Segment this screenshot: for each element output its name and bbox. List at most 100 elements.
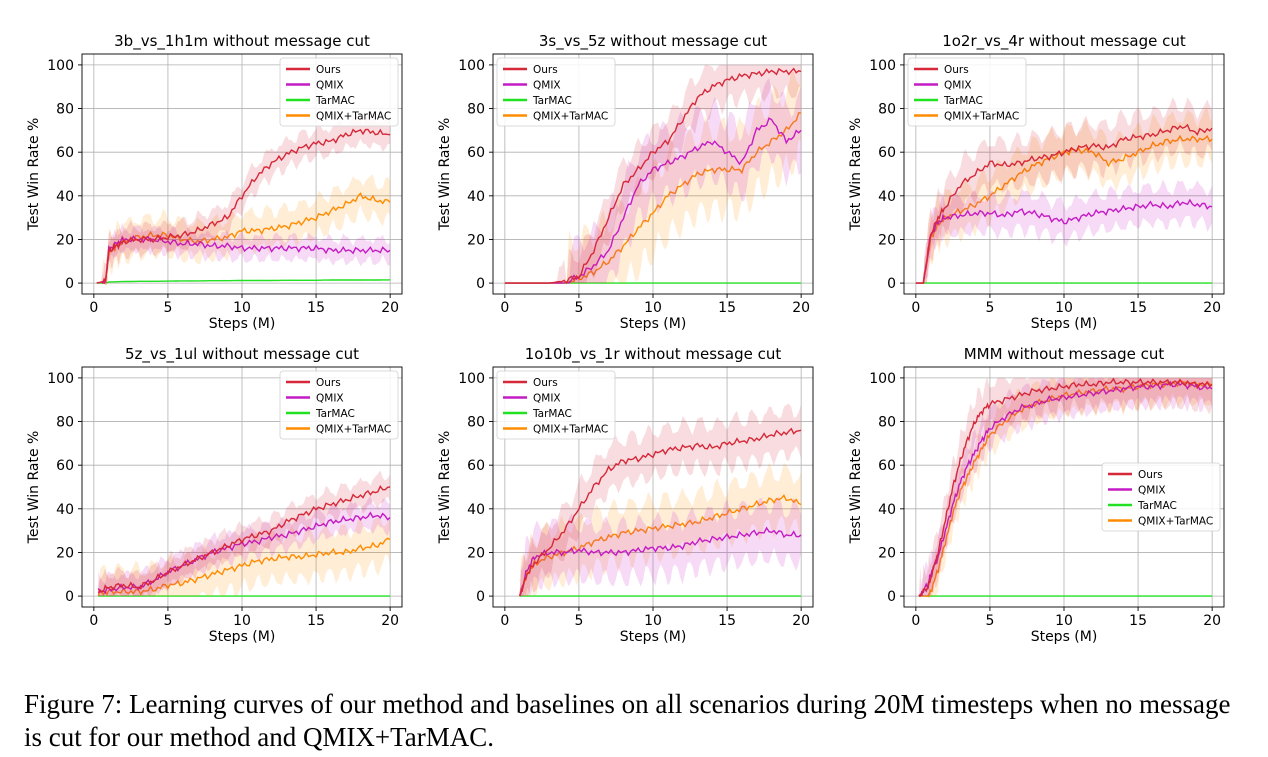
- series-line-qmix-tarmac: [97, 537, 391, 596]
- legend: Ours QMIX TarMAC QMIX+TarMAC: [496, 370, 616, 440]
- x-tick-label: 5: [163, 300, 172, 316]
- y-axis-label: Test Win Rate %: [848, 431, 864, 545]
- y-tick-label: 80: [56, 102, 74, 118]
- legend-box: [1101, 462, 1221, 532]
- x-tick-label: 20: [381, 613, 399, 629]
- series-line-qmix-tarmac: [96, 192, 391, 286]
- x-tick-label: 15: [307, 300, 325, 316]
- legend-box: [496, 370, 616, 440]
- x-tick-label: 5: [163, 613, 172, 629]
- x-tick-label: 0: [911, 300, 920, 316]
- x-tick-label: 10: [233, 613, 251, 629]
- x-tick-label: 15: [1129, 613, 1147, 629]
- x-tick-label: 0: [500, 300, 509, 316]
- legend-label: QMIX+TarMAC: [1138, 516, 1213, 528]
- series-line-qmix: [918, 380, 1213, 597]
- x-tick-label: 5: [574, 300, 583, 316]
- x-tick-label: 10: [1055, 613, 1073, 629]
- legend-label: QMIX+TarMAC: [944, 111, 1019, 123]
- x-tick-label: 5: [985, 300, 994, 316]
- y-axis-label: Test Win Rate %: [26, 431, 42, 545]
- y-tick-label: 80: [56, 415, 74, 431]
- y-axis-label: Test Win Rate %: [437, 118, 453, 232]
- legend-label: Ours: [533, 377, 558, 389]
- x-tick-label: 0: [89, 300, 98, 316]
- legend: Ours QMIX TarMAC QMIX+TarMAC: [907, 57, 1027, 127]
- y-tick-label: 80: [467, 102, 485, 118]
- series-line-ours: [504, 67, 802, 285]
- chart-title: 3s_vs_5z without message cut: [539, 32, 767, 51]
- y-tick-label: 40: [467, 502, 485, 518]
- legend-label: QMIX+TarMAC: [533, 424, 608, 436]
- x-axis-label: Steps (M): [620, 629, 687, 645]
- x-tick-label: 20: [792, 300, 810, 316]
- series-band-ours: [915, 97, 1213, 284]
- legend-label: TarMAC: [532, 408, 572, 420]
- chart-panel-1: 0 5 10 15 20 0 20 40 60 80 100 3b_vs_1h1m without m…: [26, 32, 403, 332]
- legend: Ours QMIX TarMAC QMIX+TarMAC: [1101, 462, 1221, 532]
- y-tick-label: 20: [878, 545, 896, 561]
- series-line-ours: [519, 427, 802, 597]
- legend-label: Ours: [944, 64, 969, 76]
- y-tick-label: 80: [467, 415, 485, 431]
- series-band-ours: [98, 470, 391, 597]
- y-tick-label: 100: [47, 58, 74, 74]
- y-axis-label: Test Win Rate %: [26, 118, 42, 232]
- series-band-ours: [504, 64, 802, 284]
- y-tick-label: 20: [467, 232, 485, 248]
- legend-box: [279, 57, 399, 127]
- x-tick-label: 10: [644, 300, 662, 316]
- x-tick-label: 10: [644, 613, 662, 629]
- x-tick-label: 15: [1129, 300, 1147, 316]
- x-tick-label: 20: [792, 613, 810, 629]
- chart-panel-3: 0 5 10 15 20 0 20 40 60 80 100 1o2r_vs_4r without m…: [848, 32, 1225, 332]
- legend-box: [907, 57, 1027, 127]
- data-layer: [519, 403, 802, 597]
- legend-label: QMIX+TarMAC: [316, 424, 391, 436]
- legend-label: Ours: [316, 64, 341, 76]
- series-band-qmix-tarmac: [504, 71, 802, 284]
- legend: Ours QMIX TarMAC QMIX+TarMAC: [279, 57, 399, 127]
- y-tick-label: 80: [878, 415, 896, 431]
- x-tick-label: 5: [985, 613, 994, 629]
- y-tick-label: 60: [467, 145, 485, 161]
- data-layer: [97, 470, 391, 597]
- series-band-ours: [519, 403, 802, 597]
- x-tick-label: 15: [718, 300, 736, 316]
- x-axis-label: Steps (M): [209, 316, 276, 332]
- data-layer: [918, 377, 1213, 598]
- legend-label: QMIX: [533, 80, 561, 92]
- y-tick-label: 100: [47, 371, 74, 387]
- legend-label: TarMAC: [315, 95, 355, 107]
- legend-label: TarMAC: [943, 95, 983, 107]
- legend-label: Ours: [316, 377, 341, 389]
- y-tick-label: 0: [476, 589, 485, 605]
- series-band-qmix: [96, 222, 391, 284]
- chart-panel-2: 0 5 10 15 20 0 20 40 60 80 100 3s_vs_5z without mes…: [437, 32, 814, 332]
- legend-label: QMIX+TarMAC: [533, 111, 608, 123]
- legend-label: QMIX: [316, 393, 344, 405]
- x-tick-label: 15: [307, 613, 325, 629]
- y-tick-label: 0: [65, 589, 74, 605]
- data-layer: [96, 112, 391, 286]
- y-tick-label: 20: [467, 545, 485, 561]
- series-line-ours: [915, 123, 1213, 284]
- y-tick-label: 80: [878, 102, 896, 118]
- x-tick-label: 10: [1055, 300, 1073, 316]
- series-band-qmix: [918, 377, 1213, 597]
- series-line-qmix: [915, 198, 1213, 284]
- y-tick-label: 100: [458, 371, 485, 387]
- y-tick-label: 40: [467, 189, 485, 205]
- legend-label: TarMAC: [1137, 500, 1177, 512]
- y-tick-label: 0: [887, 276, 896, 292]
- chart-title: 1o10b_vs_1r without message cut: [525, 345, 782, 364]
- chart-title: 5z_vs_1ul without message cut: [125, 345, 359, 364]
- x-axis-label: Steps (M): [209, 629, 276, 645]
- y-tick-label: 60: [878, 458, 896, 474]
- figure-caption: Figure 7: Learning curves of our method …: [24, 689, 1231, 752]
- y-tick-label: 60: [467, 458, 485, 474]
- legend-label: TarMAC: [315, 408, 355, 420]
- x-tick-label: 10: [233, 300, 251, 316]
- series-band-ours: [918, 377, 1213, 597]
